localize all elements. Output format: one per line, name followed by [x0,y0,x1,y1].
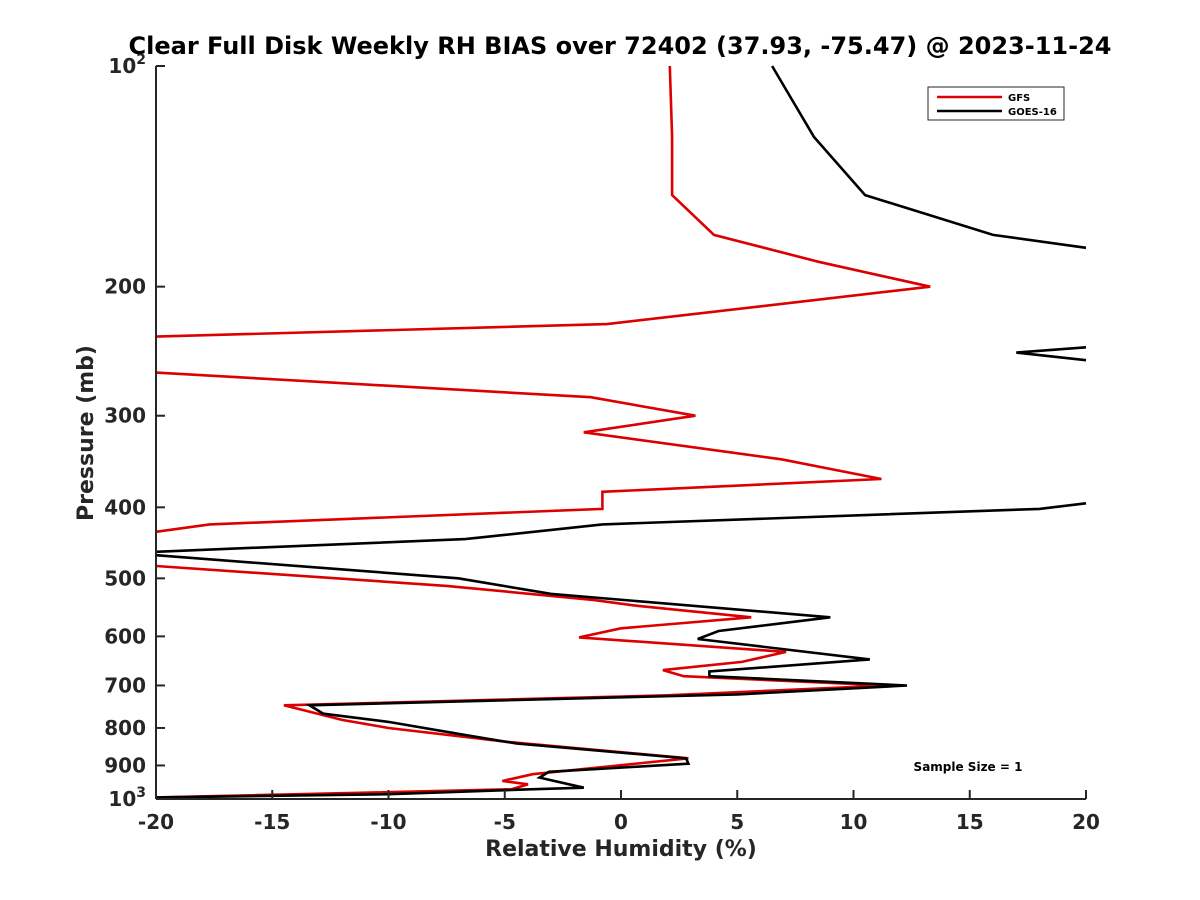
y-tick-label: 500 [104,566,146,590]
sample-size-annotation: Sample Size = 1 [914,760,1023,774]
y-tick-label: 900 [104,753,146,777]
y-tick-label: 102 [108,52,146,78]
y-tick-label: 800 [104,716,146,740]
axes: -20 -15 -10 -5 0 5 10 15 20 102 200 300 400 500 600 700… [104,52,1100,834]
x-tick-label: 10 [840,810,868,834]
y-tick-label: 300 [104,404,146,428]
series-layer [155,65,1087,799]
series-line-goes16 [155,65,1087,799]
x-tick-label: -20 [138,810,174,834]
y-tick-label: 400 [104,495,146,519]
y-tick-label: 200 [104,275,146,299]
x-tick-label: 0 [614,810,628,834]
x-tick-label: -15 [254,810,290,834]
y-tick-label: 103 [108,785,146,811]
legend-label-gfs: GFS [1008,93,1030,104]
y-axis-label: Pressure (mb) [74,345,99,521]
legend: GFS GOES-16 [927,86,1065,121]
x-tick-label: 5 [730,810,744,834]
chart-title: Clear Full Disk Weekly RH BIAS over 7240… [129,32,1112,60]
x-tick-label: 15 [956,810,984,834]
x-axis-label: Relative Humidity (%) [485,837,757,862]
y-tick-label: 700 [104,673,146,697]
legend-box [927,86,1065,121]
legend-label-goes16: GOES-16 [1008,107,1057,118]
x-tick-label: -5 [494,810,516,834]
y-tick-label: 600 [104,624,146,648]
x-tick-label: 20 [1072,810,1100,834]
series-line-gfs [155,65,931,799]
x-tick-label: -10 [370,810,406,834]
